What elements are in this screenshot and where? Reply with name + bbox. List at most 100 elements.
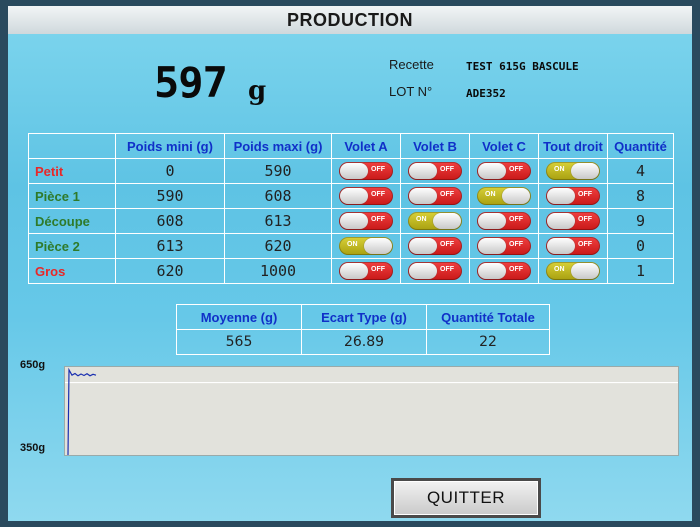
- recipe-value: TEST 615G BASCULE: [466, 60, 579, 73]
- row-min-weight: 613: [115, 233, 225, 259]
- header-cell: Volet C: [469, 133, 539, 159]
- toggle-state-label: ON: [554, 165, 565, 173]
- volet-a-toggle[interactable]: OFF: [339, 261, 393, 280]
- volet-b-toggle[interactable]: OFF: [408, 161, 462, 180]
- tout-droit-toggle[interactable]: OFF: [546, 236, 600, 255]
- volet-a-toggle[interactable]: OFF: [339, 211, 393, 230]
- toggle-cell: OFF: [331, 258, 401, 284]
- row-quantity: 0: [607, 233, 674, 259]
- lot-label: LOT N°: [389, 84, 433, 99]
- toggle-knob: [409, 162, 437, 179]
- table-row: Pièce 2 613 620 ON OFF OFF OFF 0: [28, 233, 674, 259]
- toggle-cell: OFF: [400, 158, 470, 184]
- toggle-cell: ON: [331, 233, 401, 259]
- current-weight-value: 597: [154, 58, 228, 107]
- toggle-cell: ON: [538, 258, 608, 284]
- table-row: Gros 620 1000 OFF OFF OFF ON 1: [28, 258, 674, 284]
- volet-b-toggle[interactable]: ON: [408, 211, 462, 230]
- chart-svg: [65, 367, 678, 456]
- toggle-cell: OFF: [400, 258, 470, 284]
- row-max-weight: 620: [224, 233, 332, 259]
- row-name: Pièce 1: [28, 183, 116, 209]
- toggle-state-label: OFF: [371, 265, 385, 273]
- stats-header-row: Moyenne (g) Ecart Type (g) Quantité Tota…: [176, 304, 550, 330]
- toggle-state-label: OFF: [509, 215, 523, 223]
- toggle-knob: [502, 187, 530, 204]
- toggle-knob: [547, 237, 575, 254]
- stat-value-mean: 565: [176, 329, 302, 355]
- row-max-weight: 1000: [224, 258, 332, 284]
- toggle-state-label: OFF: [371, 165, 385, 173]
- toggle-knob: [340, 262, 368, 279]
- header-cell: Volet A: [331, 133, 401, 159]
- toggle-state-label: OFF: [440, 190, 454, 198]
- toggle-knob: [478, 262, 506, 279]
- toggle-cell: OFF: [331, 158, 401, 184]
- current-weight-unit: g: [248, 76, 267, 106]
- header-cell: Poids maxi (g): [224, 133, 332, 159]
- toggle-state-label: OFF: [578, 240, 592, 248]
- toggle-cell: OFF: [400, 233, 470, 259]
- volet-c-toggle[interactable]: OFF: [477, 236, 531, 255]
- stat-value-total: 22: [426, 329, 550, 355]
- toggle-knob: [340, 187, 368, 204]
- quit-button[interactable]: QUITTER: [391, 478, 541, 518]
- toggle-state-label: OFF: [440, 165, 454, 173]
- volet-c-toggle[interactable]: ON: [477, 186, 531, 205]
- table-row: Pièce 1 590 608 OFF OFF ON OFF 8: [28, 183, 674, 209]
- tout-droit-toggle[interactable]: ON: [546, 161, 600, 180]
- toggle-knob: [547, 187, 575, 204]
- header-cell: Tout droit: [538, 133, 608, 159]
- row-quantity: 9: [607, 208, 674, 234]
- toggle-state-label: OFF: [509, 265, 523, 273]
- row-min-weight: 590: [115, 183, 225, 209]
- toggle-knob: [478, 162, 506, 179]
- stat-value-stddev: 26.89: [301, 329, 427, 355]
- toggle-state-label: OFF: [371, 215, 385, 223]
- volet-c-toggle[interactable]: OFF: [477, 161, 531, 180]
- volet-c-toggle[interactable]: OFF: [477, 261, 531, 280]
- table-row: Découpe 608 613 OFF ON OFF OFF 9: [28, 208, 674, 234]
- header-cell: Quantité: [607, 133, 674, 159]
- toggle-state-label: ON: [416, 215, 427, 223]
- volet-a-toggle[interactable]: OFF: [339, 161, 393, 180]
- toggle-state-label: OFF: [578, 190, 592, 198]
- volet-c-toggle[interactable]: OFF: [477, 211, 531, 230]
- toggle-state-label: OFF: [440, 240, 454, 248]
- stat-header-stddev: Ecart Type (g): [301, 304, 427, 330]
- row-max-weight: 608: [224, 183, 332, 209]
- volet-a-toggle[interactable]: OFF: [339, 186, 393, 205]
- chart-y-min-label: 350g: [20, 442, 46, 454]
- toggle-cell: ON: [400, 208, 470, 234]
- toggle-state-label: OFF: [509, 240, 523, 248]
- toggle-knob: [364, 237, 392, 254]
- page-title: PRODUCTION: [8, 6, 692, 34]
- toggle-state-label: OFF: [509, 165, 523, 173]
- toggle-knob: [571, 262, 599, 279]
- row-name: Gros: [28, 258, 116, 284]
- hmi-screen: PRODUCTION 597 g Recette TEST 615G BASCU…: [8, 6, 692, 521]
- volet-b-toggle[interactable]: OFF: [408, 186, 462, 205]
- row-min-weight: 608: [115, 208, 225, 234]
- toggle-cell: OFF: [400, 183, 470, 209]
- toggle-knob: [409, 262, 437, 279]
- toggle-cell: OFF: [469, 258, 539, 284]
- row-name: Petit: [28, 158, 116, 184]
- tout-droit-toggle[interactable]: ON: [546, 261, 600, 280]
- volet-b-toggle[interactable]: OFF: [408, 261, 462, 280]
- tout-droit-toggle[interactable]: OFF: [546, 211, 600, 230]
- row-max-weight: 613: [224, 208, 332, 234]
- volet-b-toggle[interactable]: OFF: [408, 236, 462, 255]
- toggle-knob: [340, 162, 368, 179]
- toggle-cell: OFF: [331, 208, 401, 234]
- series-line: [67, 367, 97, 456]
- toggle-knob: [571, 162, 599, 179]
- lot-value: ADE352: [466, 87, 506, 100]
- toggle-state-label: OFF: [578, 215, 592, 223]
- volet-a-toggle[interactable]: ON: [339, 236, 393, 255]
- production-table: Poids mini (g) Poids maxi (g) Volet A Vo…: [28, 133, 674, 284]
- chart-y-max-label: 650g: [20, 359, 46, 371]
- toggle-cell: ON: [469, 183, 539, 209]
- toggle-knob: [478, 237, 506, 254]
- tout-droit-toggle[interactable]: OFF: [546, 186, 600, 205]
